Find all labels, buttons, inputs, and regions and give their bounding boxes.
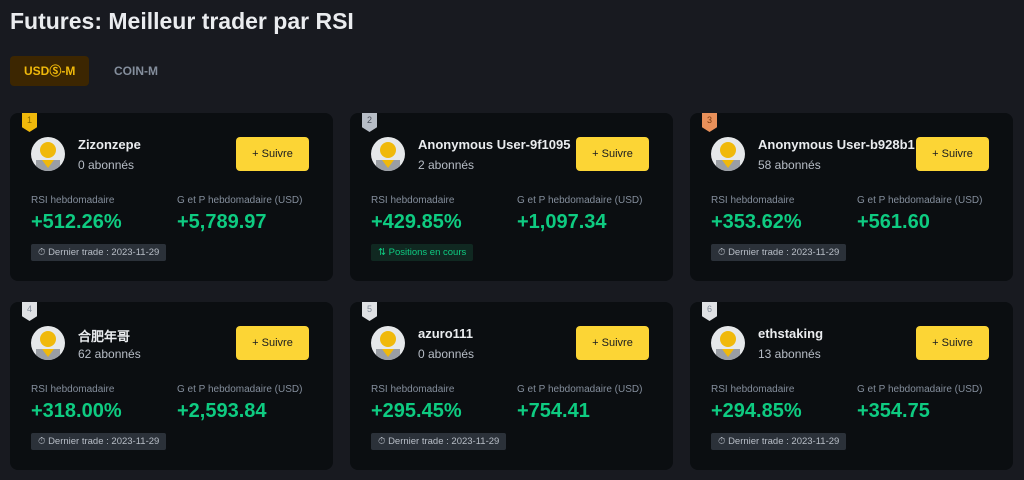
follower-count: 62 abonnés (78, 347, 141, 361)
follower-count: 58 abonnés (758, 158, 821, 172)
trader-name[interactable]: Anonymous User-b928b1 (758, 137, 915, 152)
last-trade-tag: ⏱ Dernier trade : 2023-11-29 (371, 433, 507, 450)
last-trade-tag: ⏱ Dernier trade : 2023-11-29 (711, 433, 847, 450)
avatar[interactable] (31, 326, 65, 360)
follower-count: 2 abonnés (418, 158, 475, 172)
avatar[interactable] (711, 326, 745, 360)
follow-button[interactable]: + Suivre (916, 326, 989, 360)
follower-count: 0 abonnés (78, 158, 135, 172)
pnl-label: G et P hebdomadaire (USD) (177, 384, 303, 395)
avatar[interactable] (711, 137, 745, 171)
rank-badge: 4 (22, 302, 37, 321)
rank-badge: 5 (362, 302, 377, 321)
trader-name[interactable]: azuro111 (418, 326, 473, 341)
follow-button[interactable]: + Suivre (236, 137, 309, 171)
trader-card[interactable]: 3 Anonymous User-b928b1 58 abonnés + Sui… (690, 113, 1013, 281)
pnl-value: +1,097.34 (517, 211, 607, 233)
rank-badge: 2 (362, 113, 377, 132)
rsi-value: +429.85% (371, 211, 462, 233)
rsi-value: +353.62% (711, 211, 802, 233)
avatar[interactable] (371, 326, 405, 360)
trader-name[interactable]: Anonymous User-9f1095 (418, 137, 571, 152)
trader-name[interactable]: 合肥年哥 (78, 329, 131, 344)
trader-card[interactable]: 1 Zizonzepe 0 abonnés + Suivre RSI hebdo… (10, 113, 333, 281)
rsi-label: RSI hebdomadaire (371, 384, 455, 395)
follower-count: 0 abonnés (418, 347, 475, 361)
pnl-value: +5,789.97 (177, 211, 267, 233)
pnl-value: +2,593.84 (177, 400, 267, 422)
follow-button[interactable]: + Suivre (236, 326, 309, 360)
candlestick-icon: ⇅ (378, 247, 386, 258)
rsi-label: RSI hebdomadaire (31, 384, 115, 395)
tag-text: Dernier trade : 2023-11-29 (388, 436, 500, 447)
stopwatch-icon: ⏱ (38, 247, 46, 258)
rsi-value: +294.85% (711, 400, 802, 422)
pnl-label: G et P hebdomadaire (USD) (517, 384, 643, 395)
tab-usds-m[interactable]: USDⓈ-M (10, 56, 90, 86)
rsi-value: +512.26% (31, 211, 122, 233)
tag-text: Dernier trade : 2023-11-29 (728, 436, 840, 447)
stopwatch-icon: ⏱ (378, 436, 386, 447)
follow-button[interactable]: + Suivre (576, 326, 649, 360)
trader-name[interactable]: ethstaking (758, 326, 824, 341)
pnl-label: G et P hebdomadaire (USD) (177, 195, 303, 206)
rank-badge: 3 (702, 113, 717, 132)
rsi-label: RSI hebdomadaire (371, 195, 455, 206)
positions-tag: ⇅ Positions en cours (371, 244, 474, 261)
tag-text: Positions en cours (388, 247, 467, 258)
pnl-label: G et P hebdomadaire (USD) (517, 195, 643, 206)
rsi-label: RSI hebdomadaire (711, 384, 795, 395)
avatar[interactable] (31, 137, 65, 171)
stopwatch-icon: ⏱ (718, 436, 726, 447)
pnl-label: G et P hebdomadaire (USD) (857, 195, 983, 206)
stopwatch-icon: ⏱ (38, 436, 46, 447)
rsi-label: RSI hebdomadaire (711, 195, 795, 206)
rsi-value: +295.45% (371, 400, 462, 422)
follow-button[interactable]: + Suivre (576, 137, 649, 171)
trader-card[interactable]: 2 Anonymous User-9f1095 2 abonnés + Suiv… (350, 113, 673, 281)
tag-text: Dernier trade : 2023-11-29 (728, 247, 840, 258)
trader-card[interactable]: 6 ethstaking 13 abonnés + Suivre RSI heb… (690, 302, 1013, 470)
last-trade-tag: ⏱ Dernier trade : 2023-11-29 (711, 244, 847, 261)
rank-badge: 6 (702, 302, 717, 321)
rsi-label: RSI hebdomadaire (31, 195, 115, 206)
pnl-value: +354.75 (857, 400, 930, 422)
last-trade-tag: ⏱ Dernier trade : 2023-11-29 (31, 433, 167, 450)
follow-button[interactable]: + Suivre (916, 137, 989, 171)
last-trade-tag: ⏱ Dernier trade : 2023-11-29 (31, 244, 167, 261)
rsi-value: +318.00% (31, 400, 122, 422)
trader-name[interactable]: Zizonzepe (78, 137, 141, 152)
rank-badge: 1 (22, 113, 37, 132)
pnl-label: G et P hebdomadaire (USD) (857, 384, 983, 395)
pnl-value: +561.60 (857, 211, 930, 233)
avatar[interactable] (371, 137, 405, 171)
page-title: Futures: Meilleur trader par RSI (10, 8, 354, 34)
follower-count: 13 abonnés (758, 347, 821, 361)
stopwatch-icon: ⏱ (718, 247, 726, 258)
tag-text: Dernier trade : 2023-11-29 (48, 247, 160, 258)
trader-card[interactable]: 5 azuro111 0 abonnés + Suivre RSI hebdom… (350, 302, 673, 470)
pnl-value: +754.41 (517, 400, 590, 422)
tag-text: Dernier trade : 2023-11-29 (48, 436, 160, 447)
tab-coin-m[interactable]: COIN-M (114, 64, 158, 78)
trader-card[interactable]: 4 合肥年哥 62 abonnés + Suivre RSI hebdomada… (10, 302, 333, 470)
